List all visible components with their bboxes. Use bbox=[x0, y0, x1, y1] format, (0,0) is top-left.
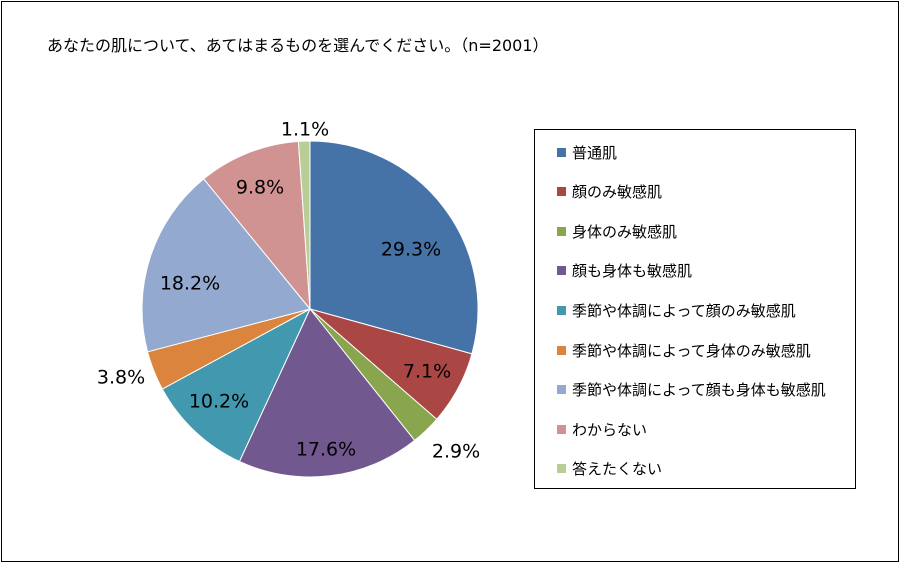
data-label-1: 29.3% bbox=[381, 239, 441, 261]
legend-label: 答えたくない bbox=[572, 460, 663, 479]
pie-slice-5 bbox=[161, 307, 312, 463]
legend-label: 顔のみ敏感肌 bbox=[572, 183, 663, 202]
legend-swatch bbox=[557, 385, 566, 395]
pie-slice-7 bbox=[141, 178, 311, 353]
legend-swatch bbox=[557, 226, 566, 236]
pie-slice-8 bbox=[203, 140, 311, 311]
data-label-2: 7.1% bbox=[403, 361, 451, 383]
chart-title: あなたの肌について、あてはまるものを選んでください。（n=2001） bbox=[47, 36, 549, 55]
data-label-8: 9.8% bbox=[236, 177, 284, 199]
legend-label: 季節や体調によって顔のみ敏感肌 bbox=[572, 301, 796, 320]
legend-label: 普通肌 bbox=[572, 143, 618, 162]
legend-swatch bbox=[557, 266, 566, 276]
data-label-7: 18.2% bbox=[160, 273, 220, 295]
data-label-9: 1.1% bbox=[281, 119, 329, 141]
legend-item-6: 季節や体調によって身体のみ敏感肌 bbox=[557, 340, 811, 360]
data-label-6: 3.8% bbox=[97, 367, 145, 389]
legend-item-2: 顔のみ敏感肌 bbox=[557, 182, 662, 202]
legend-swatch bbox=[557, 147, 566, 157]
legend-item-1: 普通肌 bbox=[557, 142, 617, 162]
legend-label: 季節や体調によって顔も身体も敏感肌 bbox=[572, 381, 826, 400]
legend: 普通肌 顔のみ敏感肌 身体のみ敏感肌 顔も身体も敏感肌 季節や体調によって顔のみ敏感肌季… bbox=[534, 129, 856, 489]
pie-slice-4 bbox=[238, 308, 416, 478]
data-label-5: 10.2% bbox=[189, 391, 249, 413]
legend-label: わからない bbox=[572, 420, 648, 439]
pie-slice-1 bbox=[309, 140, 479, 355]
legend-item-3: 身体のみ敏感肌 bbox=[557, 221, 677, 241]
legend-item-9: 答えたくない bbox=[557, 459, 662, 479]
legend-label: 顔も身体も敏感肌 bbox=[572, 262, 693, 281]
legend-item-7: 季節や体調によって顔も身体も敏感肌 bbox=[557, 380, 826, 400]
legend-swatch bbox=[557, 464, 566, 474]
legend-swatch bbox=[557, 424, 566, 434]
data-label-4: 17.6% bbox=[296, 439, 356, 461]
legend-item-5: 季節や体調によって顔のみ敏感肌 bbox=[557, 300, 796, 320]
legend-swatch bbox=[557, 187, 566, 197]
legend-item-8: わからない bbox=[557, 419, 647, 439]
pie-slice-9 bbox=[297, 140, 311, 310]
legend-item-4: 顔も身体も敏感肌 bbox=[557, 261, 692, 281]
data-label-3: 2.9% bbox=[432, 441, 480, 463]
legend-label: 身体のみ敏感肌 bbox=[572, 222, 678, 241]
legend-swatch bbox=[557, 345, 566, 355]
legend-label: 季節や体調によって身体のみ敏感肌 bbox=[572, 341, 811, 360]
legend-swatch bbox=[557, 305, 566, 315]
